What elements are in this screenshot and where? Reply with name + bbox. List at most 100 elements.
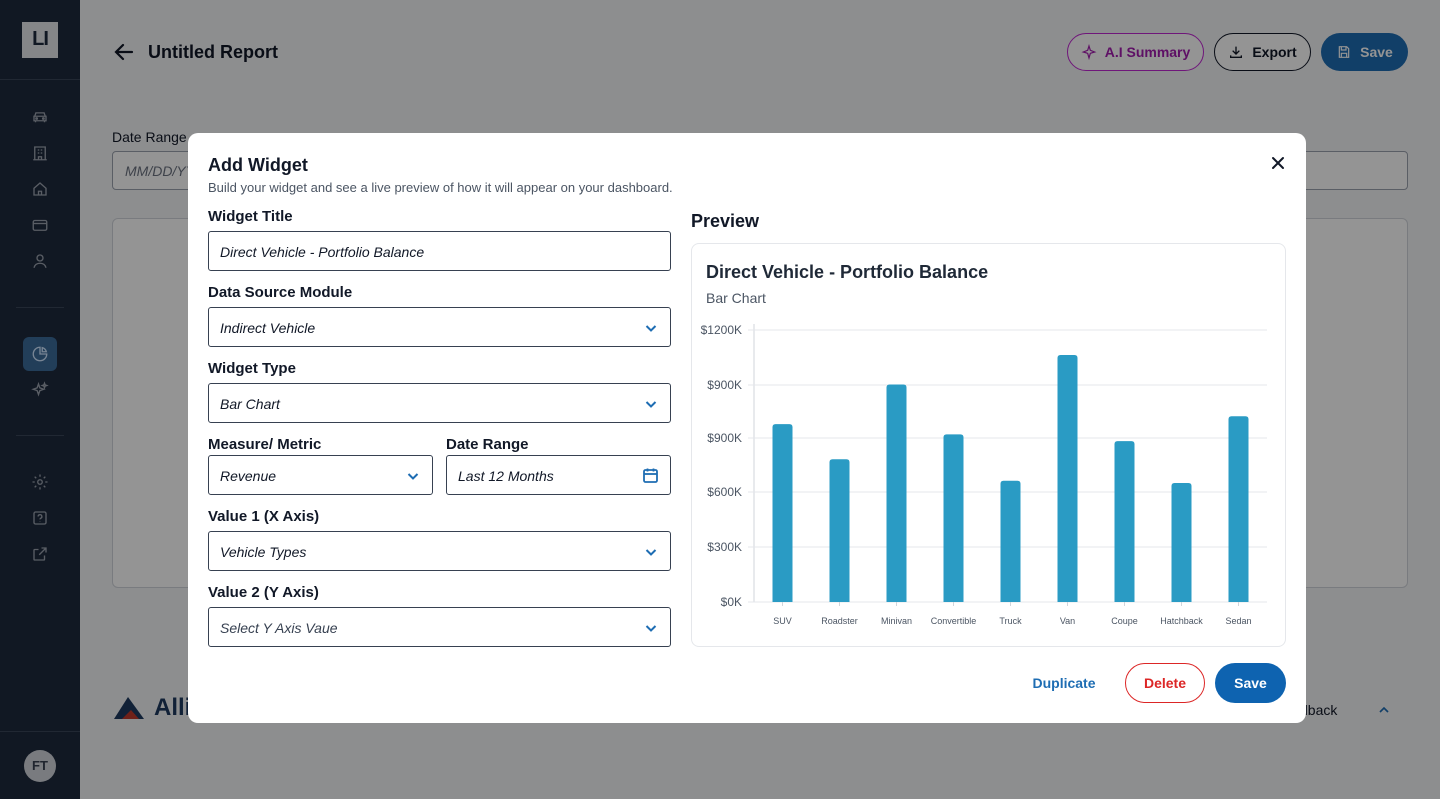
bar [1057, 355, 1078, 602]
ai-summary-label: A.I Summary [1104, 44, 1191, 60]
sparkle-icon[interactable] [23, 373, 57, 407]
measure-value: Revenue [220, 468, 277, 484]
data-source-value: Indirect Vehicle [220, 320, 316, 336]
pie-chart-icon[interactable] [23, 337, 57, 371]
sidebar-divider [16, 307, 64, 308]
data-source-select[interactable]: Indirect Vehicle [208, 307, 671, 347]
delete-button[interactable]: Delete [1125, 663, 1205, 703]
car-icon[interactable] [23, 100, 57, 134]
chevron-down-icon [645, 625, 657, 632]
x-axis-select[interactable]: Vehicle Types [208, 531, 671, 571]
duplicate-button[interactable]: Duplicate [1032, 675, 1096, 691]
floppy-disk-icon [1338, 46, 1350, 58]
y-tick-label: $0K [721, 595, 742, 609]
x-tick-label: Hatchback [1160, 616, 1203, 626]
x-tick-label: Roadster [821, 616, 858, 626]
help-icon[interactable] [23, 501, 57, 535]
brand-text: Alli [154, 694, 192, 721]
filter-label-date-range: Date Range [112, 129, 187, 145]
y-tick-label: $600K [707, 485, 742, 499]
x-axis-label: Value 1 (X Axis) [208, 508, 320, 525]
user-icon[interactable] [23, 244, 57, 278]
logo-area: LI [0, 0, 80, 80]
x-tick-label: SUV [773, 616, 792, 626]
chart-preview-card: Direct Vehicle - Portfolio Balance Bar C… [691, 243, 1286, 647]
sidebar-nav-group-2 [0, 337, 80, 407]
widget-type-select[interactable]: Bar Chart [208, 383, 671, 423]
x-tick-label: Sedan [1225, 616, 1251, 626]
date-range-label: Date Range [446, 436, 529, 453]
bar-chart: $0K $300K $600K $900K $900K $1200K SUV Roadster… [701, 323, 1267, 626]
bar [829, 459, 850, 602]
x-tick-label: Minivan [881, 616, 912, 626]
card-icon[interactable] [23, 208, 57, 242]
save-label: Save [1360, 44, 1393, 60]
widget-type-label: Widget Type [208, 360, 296, 377]
bar [886, 384, 907, 602]
avatar[interactable]: FT [24, 749, 56, 782]
close-icon [1272, 157, 1284, 169]
brand-logo: Alli [112, 694, 191, 722]
sparkle-icon [1081, 44, 1097, 60]
x-axis-value: Vehicle Types [220, 544, 307, 560]
export-button[interactable]: Export [1214, 33, 1311, 71]
building-icon[interactable] [23, 136, 57, 170]
brand-mountain-icon [114, 697, 144, 719]
close-button[interactable] [1268, 153, 1288, 173]
x-tick-label: Coupe [1111, 616, 1138, 626]
sidebar-nav-group-1 [0, 100, 80, 278]
date-range-value: Last 12 Months [458, 468, 554, 484]
chart-title: Direct Vehicle - Portfolio Balance [706, 262, 989, 282]
y-tick-label: $1200K [701, 323, 742, 337]
preview-heading: Preview [691, 211, 760, 231]
sidebar-divider [16, 435, 64, 436]
widget-type-value: Bar Chart [220, 396, 280, 412]
chevron-down-icon [645, 549, 657, 556]
chart-subtitle: Bar Chart [706, 290, 766, 306]
measure-select[interactable]: Revenue [208, 455, 433, 495]
save-report-button[interactable]: Save [1321, 33, 1408, 71]
date-placeholder: MM/DD/YY [125, 163, 195, 179]
ai-summary-button[interactable]: A.I Summary [1067, 33, 1204, 71]
widget-title-label: Widget Title [208, 208, 293, 225]
x-tick-label: Van [1060, 616, 1075, 626]
page-title: Untitled Report [148, 42, 278, 62]
bar [943, 434, 964, 602]
home-icon[interactable] [23, 172, 57, 206]
calendar-icon[interactable] [642, 467, 659, 484]
chevron-down-icon [645, 401, 657, 408]
chevron-up-icon[interactable] [1376, 702, 1392, 718]
save-widget-button[interactable]: Save [1215, 663, 1286, 703]
bar [1171, 483, 1192, 602]
measure-label: Measure/ Metric [208, 436, 322, 453]
data-source-label: Data Source Module [208, 284, 353, 301]
external-link-icon[interactable] [23, 537, 57, 571]
modal-title: Add Widget [208, 155, 308, 175]
y-tick-label: $900K [707, 431, 742, 445]
chevron-down-icon [407, 473, 419, 480]
add-widget-modal: Add Widget Build your widget and see a l… [188, 133, 1306, 723]
settings-icon[interactable] [23, 465, 57, 499]
feedback-link[interactable]: dback [1300, 702, 1338, 718]
y-tick-label: $900K [707, 378, 742, 392]
y-axis-placeholder: Select Y Axis Vaue [220, 620, 338, 636]
y-tick-label: $300K [707, 540, 742, 554]
x-tick-label: Truck [999, 616, 1022, 626]
app-logo[interactable]: LI [22, 21, 58, 58]
widget-title-input[interactable]: Direct Vehicle - Portfolio Balance [208, 231, 671, 271]
widget-title-value: Direct Vehicle - Portfolio Balance [220, 244, 425, 260]
bar [1228, 416, 1249, 602]
sidebar-nav-group-3 [0, 465, 80, 571]
back-arrow-icon[interactable] [112, 40, 136, 64]
x-tick-label: Convertible [931, 616, 977, 626]
bar [1000, 480, 1021, 602]
bar [1114, 441, 1135, 602]
y-axis-label: Value 2 (Y Axis) [208, 584, 319, 601]
chevron-down-icon [645, 325, 657, 332]
y-axis-select[interactable]: Select Y Axis Vaue [208, 607, 671, 647]
bar [772, 424, 793, 602]
export-label: Export [1252, 44, 1297, 60]
modal-subtitle: Build your widget and see a live preview… [208, 180, 673, 195]
sidebar: LI [0, 0, 80, 799]
date-range-input[interactable]: Last 12 Months [446, 455, 671, 495]
